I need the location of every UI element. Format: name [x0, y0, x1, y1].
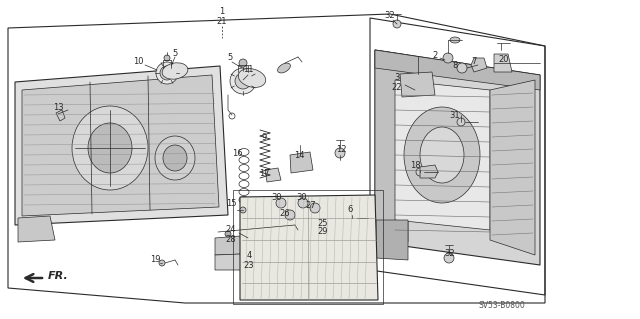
- Text: 30: 30: [297, 194, 307, 203]
- Text: 26: 26: [280, 209, 291, 218]
- Text: 5: 5: [172, 48, 178, 57]
- Text: 13: 13: [52, 102, 63, 112]
- Text: 32: 32: [445, 249, 455, 257]
- Polygon shape: [18, 216, 55, 242]
- Ellipse shape: [88, 123, 132, 173]
- Polygon shape: [395, 80, 490, 230]
- Text: 7: 7: [471, 56, 477, 65]
- Polygon shape: [22, 75, 219, 216]
- Polygon shape: [471, 58, 487, 72]
- Polygon shape: [420, 165, 438, 178]
- Text: 24: 24: [226, 226, 236, 234]
- Polygon shape: [375, 50, 540, 90]
- Ellipse shape: [163, 145, 187, 171]
- Polygon shape: [376, 220, 408, 260]
- Text: FR.: FR.: [48, 271, 68, 281]
- Circle shape: [276, 198, 286, 208]
- Text: 22: 22: [392, 83, 403, 92]
- Circle shape: [416, 168, 424, 176]
- Polygon shape: [215, 254, 243, 270]
- Polygon shape: [215, 236, 243, 255]
- Polygon shape: [375, 50, 408, 242]
- Text: SV53-B0800: SV53-B0800: [478, 301, 525, 310]
- Text: 23: 23: [244, 261, 254, 270]
- Ellipse shape: [72, 106, 148, 190]
- Text: 29: 29: [317, 227, 328, 236]
- Ellipse shape: [239, 197, 249, 204]
- Polygon shape: [490, 80, 535, 255]
- Text: 15: 15: [226, 198, 236, 207]
- Circle shape: [457, 118, 465, 126]
- Text: 12: 12: [336, 145, 346, 154]
- Ellipse shape: [239, 149, 249, 155]
- Ellipse shape: [239, 165, 249, 172]
- Circle shape: [310, 203, 320, 213]
- Polygon shape: [15, 66, 228, 225]
- Polygon shape: [494, 54, 512, 72]
- Circle shape: [393, 20, 401, 28]
- Text: 27: 27: [306, 202, 316, 211]
- Circle shape: [156, 62, 178, 84]
- Polygon shape: [400, 72, 435, 97]
- Ellipse shape: [155, 136, 195, 180]
- Text: 6: 6: [348, 205, 353, 214]
- Text: 17: 17: [259, 168, 269, 177]
- Text: 1: 1: [220, 8, 225, 17]
- Circle shape: [239, 59, 247, 67]
- Circle shape: [225, 231, 231, 237]
- Circle shape: [230, 68, 256, 94]
- Polygon shape: [265, 168, 281, 182]
- Ellipse shape: [239, 173, 249, 180]
- Ellipse shape: [162, 63, 188, 79]
- Text: 25: 25: [317, 219, 328, 227]
- Ellipse shape: [239, 181, 249, 188]
- Circle shape: [235, 73, 251, 89]
- Text: 9: 9: [261, 133, 267, 143]
- Ellipse shape: [450, 37, 460, 43]
- Circle shape: [457, 63, 467, 73]
- Text: 20: 20: [499, 56, 509, 64]
- Polygon shape: [290, 152, 313, 173]
- Text: 8: 8: [452, 62, 458, 70]
- Text: 18: 18: [410, 161, 420, 170]
- Ellipse shape: [404, 107, 480, 203]
- Circle shape: [160, 66, 174, 80]
- Text: 3: 3: [394, 73, 400, 83]
- Circle shape: [240, 207, 246, 213]
- Text: 4: 4: [246, 251, 252, 261]
- Circle shape: [444, 253, 454, 263]
- Circle shape: [285, 210, 295, 220]
- Polygon shape: [375, 50, 540, 265]
- Text: 30: 30: [272, 194, 282, 203]
- Ellipse shape: [239, 189, 249, 196]
- Text: 11: 11: [243, 65, 253, 75]
- Ellipse shape: [239, 157, 249, 164]
- Circle shape: [347, 213, 357, 223]
- Ellipse shape: [238, 69, 266, 87]
- Text: 10: 10: [132, 57, 143, 66]
- Ellipse shape: [420, 127, 464, 183]
- Text: 28: 28: [226, 234, 236, 243]
- Text: 32: 32: [385, 11, 396, 20]
- Circle shape: [298, 198, 308, 208]
- Circle shape: [159, 260, 165, 266]
- Ellipse shape: [278, 63, 291, 73]
- Text: 5: 5: [227, 53, 232, 62]
- Polygon shape: [240, 195, 378, 300]
- Text: 16: 16: [232, 149, 243, 158]
- Circle shape: [443, 53, 453, 63]
- Circle shape: [164, 55, 170, 61]
- Text: 31: 31: [450, 112, 460, 121]
- Text: 21: 21: [217, 17, 227, 26]
- Text: 2: 2: [433, 50, 438, 60]
- Circle shape: [335, 148, 345, 158]
- Bar: [233, 190, 383, 304]
- Text: 19: 19: [150, 256, 160, 264]
- Text: 14: 14: [294, 152, 304, 160]
